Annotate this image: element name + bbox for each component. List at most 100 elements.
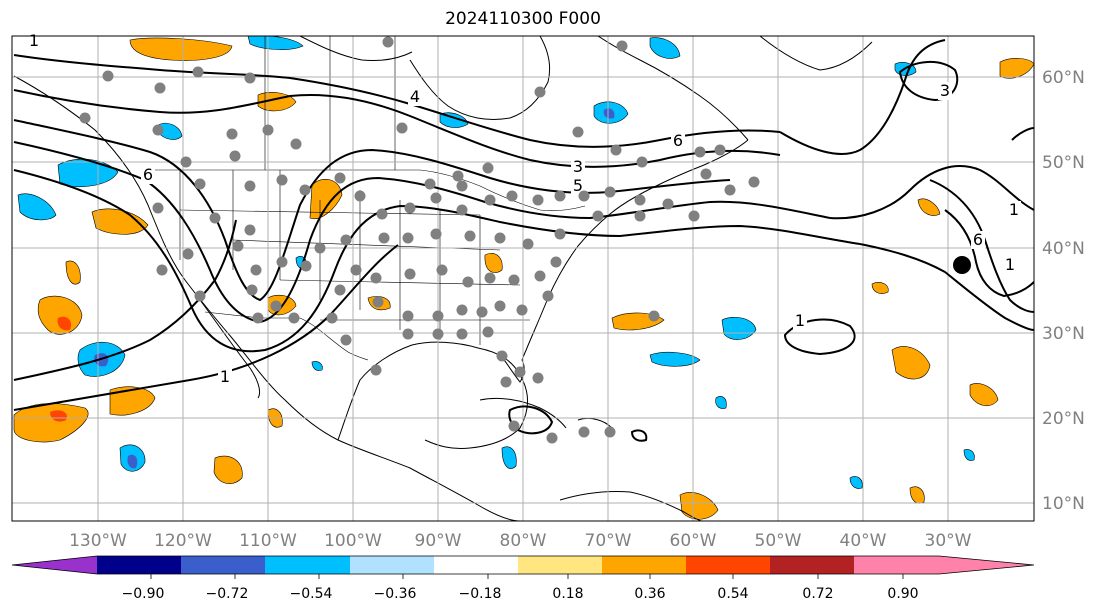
station-dot (404, 268, 416, 280)
colorbar-label: −0.18 (459, 586, 502, 602)
station-dot (572, 126, 584, 138)
station-dot (430, 228, 442, 240)
station-dot (350, 264, 362, 276)
colorbar-label: 0.36 (634, 586, 665, 602)
colorbar: −0.90 −0.72 −0.54 −0.36 −0.18 0.18 0.36 … (11, 555, 1035, 602)
contour-label-bg (408, 88, 422, 106)
station-dot (194, 178, 206, 190)
contour-label-bg (971, 231, 985, 249)
station-dot (700, 168, 712, 180)
station-dot (748, 176, 760, 188)
colorbar-label: 0.18 (552, 586, 583, 602)
contour-label: 6 (143, 165, 153, 184)
colorbar-label: 0.72 (802, 586, 833, 602)
station-dot (542, 290, 554, 302)
station-dot (554, 228, 566, 240)
contour-line (13, 169, 861, 353)
station-dot (432, 310, 444, 322)
patch-orange-15 (917, 198, 941, 216)
station-dot (496, 350, 508, 362)
station-dot (244, 180, 256, 192)
station-dot (456, 328, 468, 340)
patch-orange-5 (109, 386, 156, 416)
station-dot (402, 232, 414, 244)
station-dot (262, 124, 274, 136)
station-dot (354, 190, 366, 202)
station-dot (662, 198, 674, 210)
station-dot (244, 224, 256, 236)
lat-label: 60°N (1042, 68, 1085, 88)
contour-line (13, 141, 831, 324)
patch-blue-7 (501, 446, 517, 469)
lon-label: 110°W (239, 531, 297, 551)
contour-line (13, 244, 399, 411)
contour-label-bg (793, 312, 807, 330)
lon-label: 70°W (585, 531, 632, 551)
lon-label: 120°W (154, 531, 212, 551)
station-dot (229, 150, 241, 162)
longitude-axis: 130°W 120°W 110°W 100°W 90°W 80°W 70°W 6… (69, 531, 972, 551)
colorbar-segment (434, 556, 518, 574)
coast-greenland (759, 36, 873, 71)
station-dot (180, 156, 192, 168)
station-dot (299, 184, 311, 196)
station-dot (340, 334, 352, 346)
contour-label: 1 (220, 367, 230, 386)
patch-blue-5 (157, 122, 183, 140)
station-dot (370, 272, 382, 284)
station-dot (192, 66, 204, 78)
station-dot (226, 128, 238, 140)
station-dot (578, 190, 590, 202)
contour-line (859, 243, 1034, 331)
colorbar-segment (265, 556, 350, 574)
contour-line (779, 39, 946, 155)
station-dot (404, 202, 416, 214)
station-markers (79, 36, 760, 444)
contour-label: 6 (673, 131, 683, 150)
graticule (12, 36, 1034, 521)
patch-orange-16 (871, 282, 889, 294)
coast-hudson-bay (409, 36, 551, 120)
map-title: 2024110300 F000 (445, 9, 601, 29)
colorbar-label: −0.90 (122, 586, 165, 602)
station-dot (436, 264, 448, 276)
patch-blue-16 (311, 361, 323, 371)
patch-blue-11 (721, 317, 757, 340)
patch-orange-11 (484, 252, 503, 273)
station-dot (288, 312, 300, 324)
border-states-2 (179, 209, 530, 321)
contour-label-bg (141, 166, 155, 184)
station-dot (484, 194, 496, 206)
patch-west-pacific-red (50, 410, 67, 422)
contour-label: 1 (29, 31, 39, 50)
lon-label: 130°W (69, 531, 127, 551)
station-dot (402, 328, 414, 340)
colorbar-extend-low (12, 556, 97, 574)
colorbar-segment (181, 556, 265, 574)
lon-label: 30°W (925, 531, 972, 551)
colorbar-segment (518, 556, 602, 574)
contour-label-bg (1003, 256, 1017, 274)
contour-label: 5 (573, 176, 583, 195)
lat-label: 40°N (1042, 239, 1085, 259)
station-dot (506, 190, 518, 202)
lat-label: 50°N (1042, 153, 1085, 173)
lon-label: 40°W (840, 531, 887, 551)
patch-orange-3 (65, 260, 81, 285)
low-center-marker (953, 256, 971, 274)
station-dot (378, 232, 390, 244)
station-dot (402, 310, 414, 322)
station-dot (494, 232, 506, 244)
station-dot (634, 210, 646, 222)
station-dot (456, 180, 468, 192)
lat-label: 30°N (1042, 324, 1085, 344)
coast-baja (199, 299, 261, 399)
station-dot (102, 70, 114, 82)
patch-blue-2 (17, 193, 57, 221)
station-dot (314, 242, 326, 254)
station-dot (616, 40, 628, 52)
station-dot (494, 300, 506, 312)
station-dot (372, 296, 384, 308)
station-dot (376, 208, 388, 220)
station-dot (232, 240, 244, 252)
